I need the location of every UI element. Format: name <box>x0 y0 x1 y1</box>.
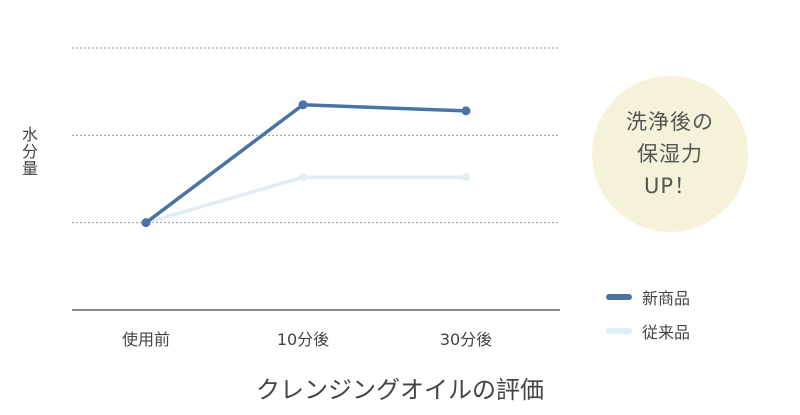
annotation-text: 洗浄後の 保湿力 UP！ <box>626 106 714 202</box>
data-point <box>461 106 471 116</box>
x-tick-label: 10分後 <box>277 330 329 349</box>
chart-caption: クレンジングオイルの評価 <box>256 376 544 404</box>
series-line <box>145 175 466 225</box>
data-point <box>141 218 151 228</box>
legend-swatch-conventional-product <box>606 328 632 334</box>
data-point <box>299 173 307 182</box>
x-tick-label: 30分後 <box>440 330 492 349</box>
annotation-line-1: 洗浄後の <box>626 110 714 134</box>
series-line <box>144 103 467 225</box>
legend-item-conventional-product: 従来品 <box>606 314 690 348</box>
series-conventional-product <box>142 173 470 227</box>
x-tick-label: 使用前 <box>122 330 170 349</box>
x-tick-labels: 使用前 10分後 30分後 <box>122 330 492 349</box>
legend-item-new-product: 新商品 <box>606 280 690 314</box>
legend: 新商品 従来品 <box>606 280 690 348</box>
annotation-line-2: 保湿力 <box>637 142 703 166</box>
y-axis-label: 水分量 <box>19 126 38 177</box>
annotation-badge: 洗浄後の 保湿力 UP！ <box>592 76 748 232</box>
series-new-product <box>141 100 471 228</box>
data-point <box>462 173 470 182</box>
annotation-line-3: UP！ <box>643 174 697 198</box>
legend-swatch-new-product <box>606 294 632 300</box>
grid-lines <box>72 47 560 224</box>
legend-label-conventional-product: 従来品 <box>642 323 691 342</box>
data-point <box>298 100 308 110</box>
series-lines <box>141 100 471 228</box>
legend-label-new-product: 新商品 <box>642 289 691 308</box>
